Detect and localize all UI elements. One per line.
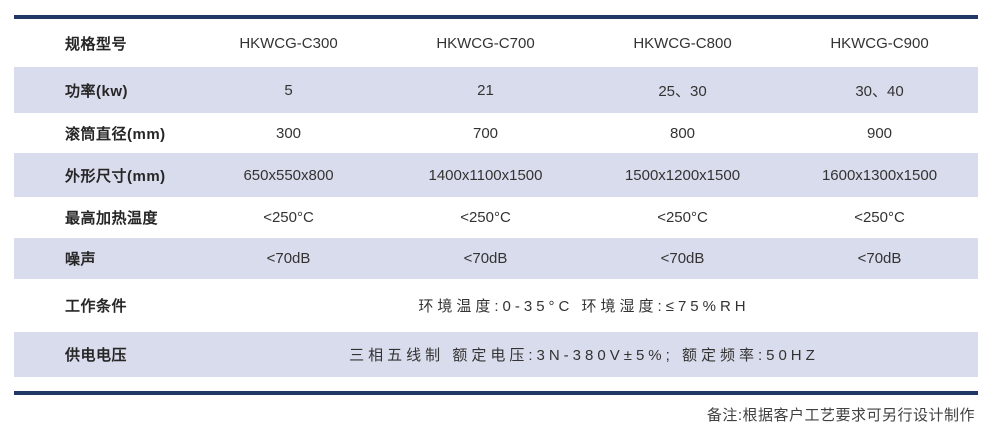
noise-c700: <70dB	[463, 250, 508, 267]
spec-table: 规格型号 HKWCG-C300 HKWCG-C700 HKWCG-C800 HK…	[14, 15, 978, 377]
row-label-power: 功率(kw)	[65, 82, 129, 100]
power-c300: 5	[284, 81, 293, 99]
table-row-working-conditions: 工作条件 环境温度:0-35°C 环境湿度:≤75%RH	[14, 279, 978, 332]
row-label-max-temp: 最高加热温度	[65, 210, 159, 227]
dims-c300: 650x550x800	[243, 166, 334, 184]
supply-voltage-value: 三相五线制 额定电压:3N-380V±5%; 额定频率:50HZ	[349, 347, 819, 364]
bottom-rule	[14, 391, 978, 395]
drum-c300: 300	[275, 124, 302, 142]
drum-c800: 800	[669, 124, 696, 142]
table-row-max-temp: 最高加热温度 <250°C <250°C <250°C <250°C	[14, 197, 978, 238]
dims-c900: 1600x1300x1500	[821, 166, 938, 184]
row-label-model: 规格型号	[65, 35, 128, 53]
table-row-dimensions: 外形尺寸(mm) 650x550x800 1400x1100x1500 1500…	[14, 153, 978, 197]
row-label-dimensions: 外形尺寸(mm)	[65, 167, 166, 185]
model-c300: HKWCG-C300	[239, 34, 338, 52]
temp-c700: <250°C	[460, 209, 511, 226]
model-c700: HKWCG-C700	[436, 34, 535, 52]
power-c800: 25、30	[658, 82, 707, 100]
temp-c300: <250°C	[263, 209, 314, 226]
temp-c800: <250°C	[657, 209, 708, 226]
table-row-noise: 噪声 <70dB <70dB <70dB <70dB	[14, 238, 978, 279]
row-label-working-conditions: 工作条件	[65, 298, 128, 315]
table-row-supply-voltage: 供电电压 三相五线制 额定电压:3N-380V±5%; 额定频率:50HZ	[14, 332, 978, 377]
table-row-power: 功率(kw) 5 21 25、30 30、40	[14, 67, 978, 113]
power-c900: 30、40	[855, 82, 904, 100]
dims-c700: 1400x1100x1500	[428, 166, 543, 184]
table-row-model: 规格型号 HKWCG-C300 HKWCG-C700 HKWCG-C800 HK…	[14, 19, 978, 67]
footnote-remark: 备注:根据客户工艺要求可另行设计制作	[706, 407, 975, 424]
temp-c900: <250°C	[854, 209, 905, 226]
dims-c800: 1500x1200x1500	[624, 166, 741, 184]
noise-c900: <70dB	[857, 250, 902, 267]
working-conditions-value: 环境温度:0-35°C 环境湿度:≤75%RH	[418, 298, 750, 315]
row-label-supply-voltage: 供电电压	[65, 347, 128, 364]
table-row-drum-diameter: 滚筒直径(mm) 300 700 800 900	[14, 113, 978, 153]
noise-c300: <70dB	[266, 250, 311, 267]
noise-c800: <70dB	[660, 250, 705, 267]
model-c800: HKWCG-C800	[633, 34, 732, 52]
drum-c900: 900	[866, 124, 893, 142]
model-c900: HKWCG-C900	[830, 34, 929, 52]
drum-c700: 700	[472, 124, 499, 142]
row-label-noise: 噪声	[65, 251, 97, 268]
power-c700: 21	[477, 81, 494, 99]
row-label-drum-diameter: 滚筒直径(mm)	[65, 125, 166, 143]
